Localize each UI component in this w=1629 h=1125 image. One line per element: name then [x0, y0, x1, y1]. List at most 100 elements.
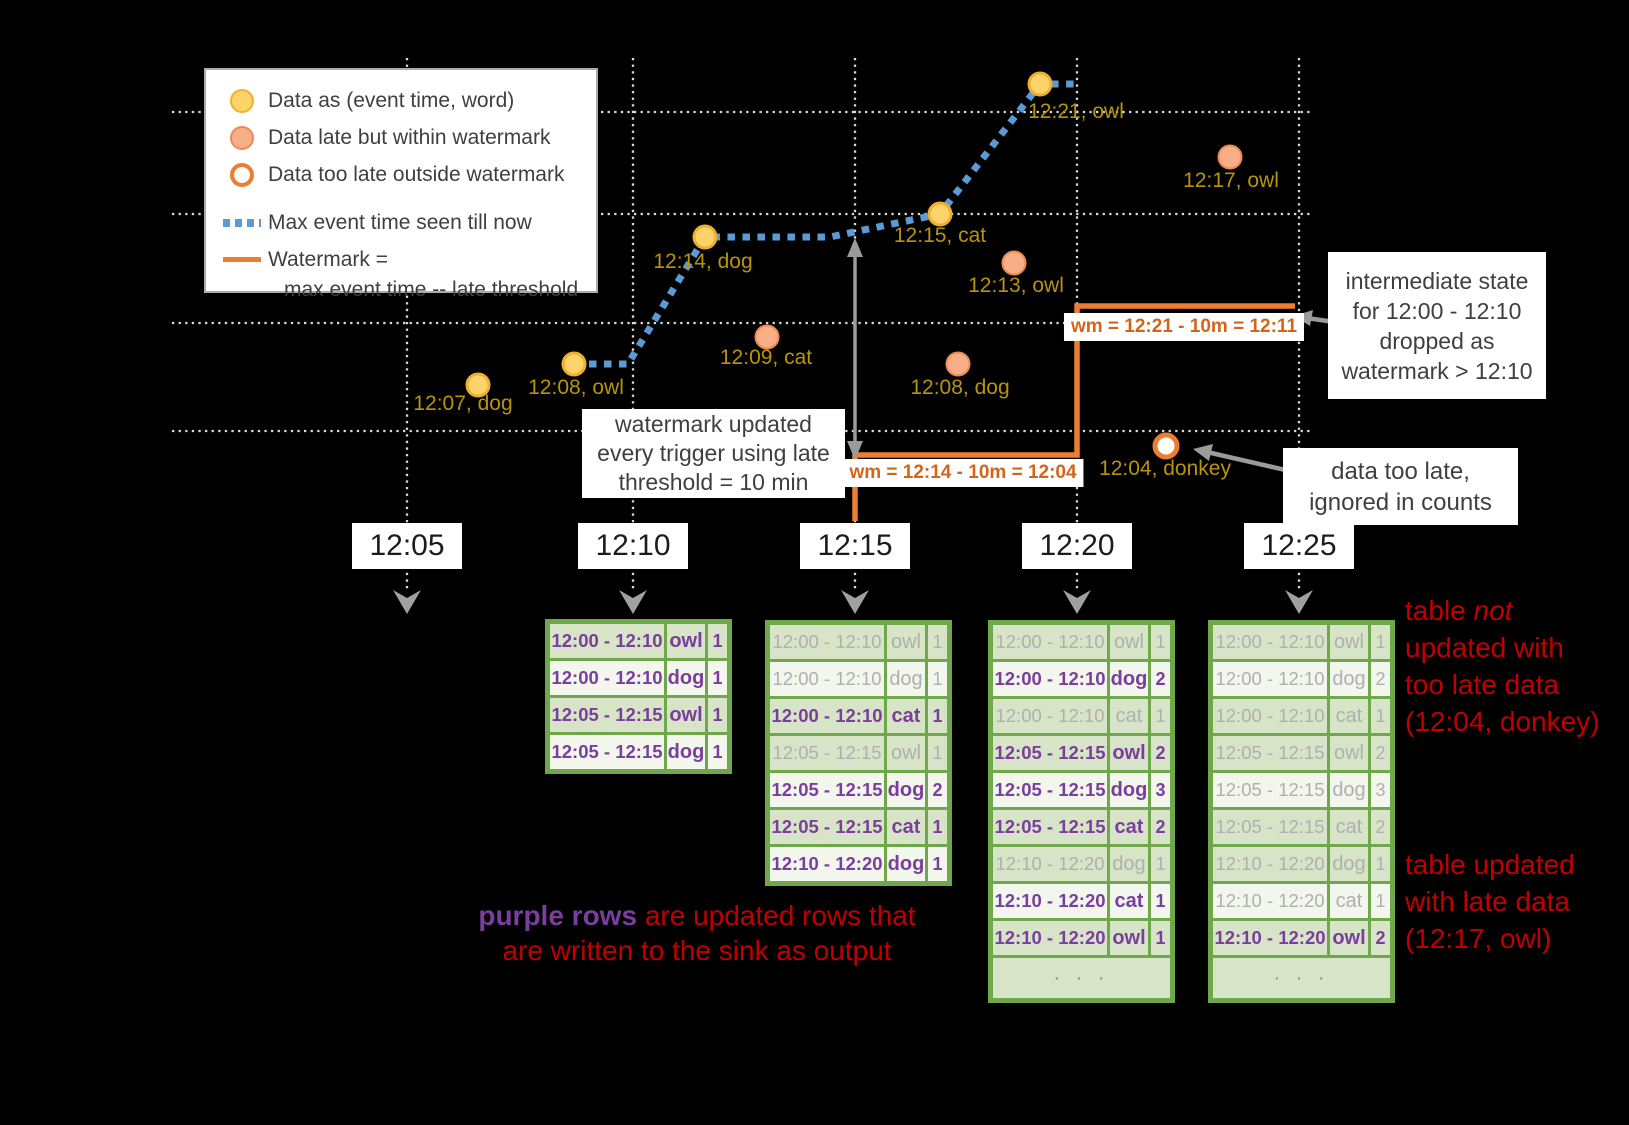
- cell-window: 12:05 - 12:15: [550, 735, 664, 769]
- legend-item: Data as (event time, word): [222, 82, 596, 119]
- down-arrowhead-1215: [841, 590, 869, 614]
- result-table-1215: 12:00 - 12:10 owl 1 12:00 - 12:10 dog 1 12:00 …: [765, 620, 952, 886]
- cell-word: dog: [1330, 773, 1368, 807]
- cell-word: cat: [1330, 884, 1368, 918]
- annotation-text: not: [1473, 595, 1513, 626]
- cell-window: 12:10 - 12:20: [993, 847, 1107, 881]
- watermark-value-label: wm = 12:14 - 10m = 12:04: [842, 459, 1084, 487]
- callout-line: threshold = 10 min: [618, 469, 809, 495]
- data-point-label: 12:14, dog: [653, 250, 753, 273]
- data-point-late: [754, 324, 780, 350]
- table-row: 12:05 - 12:15 dog 1: [550, 735, 727, 769]
- legend-swatch: [222, 218, 268, 227]
- table-row: 12:10 - 12:20 dog 1: [1213, 847, 1390, 881]
- cell-word: cat: [1330, 699, 1368, 733]
- annotation-text: are updated rows that: [637, 900, 916, 931]
- annotation-purple-rows: purple rows are updated rows that are wri…: [478, 898, 915, 968]
- cell-window: 12:00 - 12:10: [550, 661, 664, 695]
- table-row: 12:00 - 12:10 owl 1: [550, 624, 727, 658]
- table-row: 12:00 - 12:10 cat 1: [1213, 699, 1390, 733]
- callout-line: watermark updated: [615, 411, 812, 437]
- down-arrowhead-1205: [393, 590, 421, 614]
- cell-count: 3: [1151, 773, 1170, 807]
- down-arrowhead-1225: [1285, 590, 1313, 614]
- watermark-value-label: wm = 12:21 - 10m = 12:11: [1063, 313, 1305, 341]
- annotation-text: too late data: [1405, 669, 1560, 700]
- data-point-ontime: [1027, 71, 1053, 97]
- cell-count: 2: [928, 773, 947, 807]
- table-row: 12:10 - 12:20 dog 1: [770, 847, 947, 881]
- annotation-line: (12:17, owl): [1405, 920, 1575, 957]
- legend-item-label: Data late but within watermark: [268, 125, 551, 149]
- cell-count: 1: [928, 736, 947, 770]
- annotation-text: with late data: [1405, 886, 1570, 917]
- legend-swatch: [222, 125, 268, 150]
- too-late-dot-icon: [230, 162, 254, 187]
- cell-word: owl: [1330, 736, 1368, 770]
- legend-item-label: Data as (event time, word): [268, 88, 515, 112]
- down-arrowhead-1220: [1063, 590, 1091, 614]
- cell-word: owl: [1110, 736, 1148, 770]
- cell-window: 12:05 - 12:15: [993, 810, 1107, 844]
- cell-count: 1: [1151, 625, 1170, 659]
- data-point-late: [1217, 144, 1243, 170]
- data-point-label: 12:15, cat: [893, 224, 987, 247]
- cell-window: 12:00 - 12:10: [993, 662, 1107, 696]
- legend-item: Max event time seen till now: [222, 204, 596, 241]
- cell-count: 2: [1371, 662, 1390, 696]
- cell-count: 1: [1151, 921, 1170, 955]
- trigger-down-arrowheads: [393, 590, 1313, 614]
- data-point-label: 12:13, owl: [968, 274, 1064, 297]
- table-row: 12:00 - 12:10 dog 1: [550, 661, 727, 695]
- data-point-ontime: [561, 351, 587, 377]
- cell-window: 12:05 - 12:15: [993, 736, 1107, 770]
- cell-word: cat: [887, 810, 925, 844]
- table-row: 12:00 - 12:10 owl 1: [1213, 625, 1390, 659]
- data-point-ontime: [465, 372, 491, 398]
- data-point-label: 12:09, cat: [719, 346, 813, 369]
- cell-window: 12:00 - 12:10: [550, 624, 664, 658]
- cell-count: 1: [708, 698, 727, 732]
- table-row: 12:05 - 12:15 cat 2: [993, 810, 1170, 844]
- table-row: 12:10 - 12:20 cat 1: [993, 884, 1170, 918]
- watermark-line-icon: [223, 257, 261, 262]
- result-table-1210: 12:00 - 12:10 owl 1 12:00 - 12:10 dog 1 12:05 …: [545, 619, 732, 774]
- table-row: 12:10 - 12:20 owl 2: [1213, 921, 1390, 955]
- callout-line: intermediate state: [1345, 267, 1529, 294]
- legend-item-label: Max event time seen till now: [268, 210, 532, 234]
- down-arrowhead-1210: [619, 590, 647, 614]
- cell-word: dog: [1110, 773, 1148, 807]
- table-row: 12:05 - 12:15 dog 3: [993, 773, 1170, 807]
- cell-word: cat: [1330, 810, 1368, 844]
- too-late-callout: data too late, ignored in counts: [1283, 448, 1518, 525]
- cell-count: 1: [928, 662, 947, 696]
- table-ellipsis-row: · · ·: [993, 958, 1170, 998]
- cell-word: dog: [887, 847, 925, 881]
- callout-line: data too late,: [1331, 457, 1470, 485]
- cell-word: dog: [887, 662, 925, 696]
- cell-word: dog: [1110, 847, 1148, 881]
- annotation-text: table updated: [1405, 849, 1575, 880]
- table-row: 12:00 - 12:10 dog 1: [770, 662, 947, 696]
- cell-word: cat: [1110, 699, 1148, 733]
- cell-count: 1: [1371, 847, 1390, 881]
- cell-word: cat: [887, 699, 925, 733]
- annotation-line: are written to the sink as output: [478, 933, 915, 968]
- intermediate-state-callout: intermediate state for 12:00 - 12:10 dropp…: [1328, 252, 1546, 399]
- table-row: 12:00 - 12:10 dog 2: [993, 662, 1170, 696]
- cell-count: 2: [1151, 662, 1170, 696]
- max-event-time-line-icon: [223, 218, 261, 227]
- annotation-table-updated: table updated with late data (12:17, owl): [1405, 846, 1575, 957]
- trigger-time-label: 12:20: [1022, 523, 1132, 569]
- trigger-time-label: 12:15: [800, 523, 910, 569]
- annotation-text: purple rows: [478, 900, 638, 931]
- callout-line: watermark > 12:10: [1341, 357, 1533, 384]
- data-point-label: 12:08, owl: [528, 376, 624, 399]
- cell-count: 2: [1371, 921, 1390, 955]
- table-row: 12:05 - 12:15 dog 3: [1213, 773, 1390, 807]
- data-point-label: 12:07, dog: [413, 392, 513, 415]
- cell-window: 12:10 - 12:20: [993, 921, 1107, 955]
- cell-count: 1: [928, 847, 947, 881]
- cell-window: 12:05 - 12:15: [1213, 810, 1327, 844]
